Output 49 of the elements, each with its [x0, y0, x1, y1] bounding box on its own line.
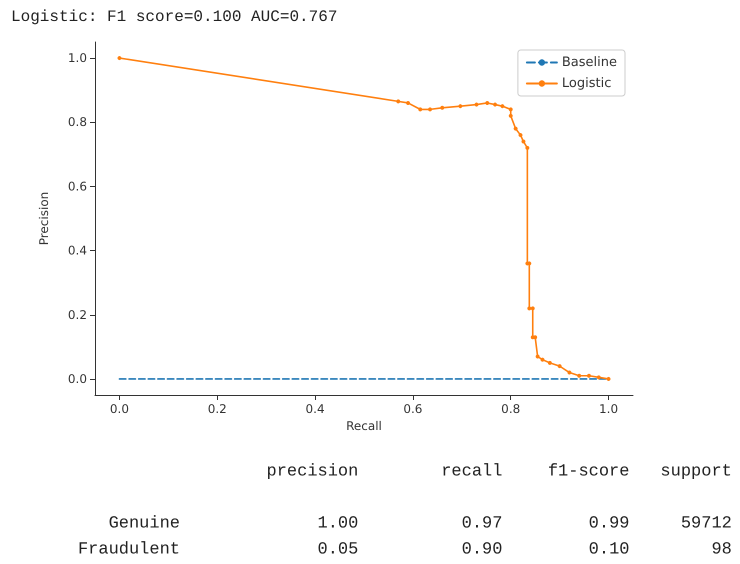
point	[493, 102, 498, 107]
point	[596, 375, 601, 380]
point	[508, 114, 513, 118]
point	[533, 335, 538, 340]
x-axis-title: Recall	[346, 418, 382, 433]
x-tick-label: 0.6	[403, 402, 422, 416]
point	[514, 126, 518, 131]
y-tick-label: 1.0	[68, 51, 87, 66]
point	[396, 99, 400, 104]
point	[508, 107, 513, 112]
y-tick-label: 0.2	[68, 308, 87, 322]
point	[567, 370, 572, 375]
point	[525, 146, 530, 150]
text: Genuine 1.00 0.97 0.99 59712	[108, 514, 732, 534]
point	[428, 107, 432, 112]
point	[500, 104, 504, 108]
point	[606, 376, 611, 381]
point	[586, 374, 591, 378]
legend-label: Logistic	[562, 76, 612, 91]
y-axis-title: Precision	[37, 192, 51, 246]
point	[527, 306, 532, 310]
point	[440, 106, 444, 110]
point	[518, 133, 523, 138]
x-tick-label: 0.8	[501, 402, 520, 416]
point	[406, 100, 410, 105]
y-tick-label: 0.6	[68, 179, 87, 194]
y-tick-label: 0.8	[68, 115, 87, 130]
legend-label: Baseline	[562, 55, 618, 70]
point	[530, 306, 535, 310]
point	[558, 364, 562, 368]
chart-title: Logistic: F1 score=0.100 AUC=0.767	[11, 8, 338, 26]
point	[577, 374, 582, 378]
point	[418, 107, 422, 112]
text: Fraudulent 0.05 0.90 0.10 98	[78, 540, 732, 560]
text: precision recall f1-score support	[266, 462, 732, 482]
point	[536, 354, 540, 358]
x-tick-label: 1.0	[599, 402, 618, 416]
point	[548, 360, 552, 365]
x-tick-label: 0.4	[306, 402, 325, 416]
point	[474, 102, 478, 107]
x-tick-label: 0.0	[110, 402, 129, 416]
point	[540, 358, 545, 362]
y-tick-label: 0.4	[68, 244, 87, 258]
x-tick-label: 0.2	[208, 402, 227, 416]
point	[458, 104, 462, 108]
point	[485, 100, 490, 105]
y-tick-label: 0.0	[68, 372, 87, 386]
point	[521, 139, 526, 144]
point	[117, 56, 122, 60]
